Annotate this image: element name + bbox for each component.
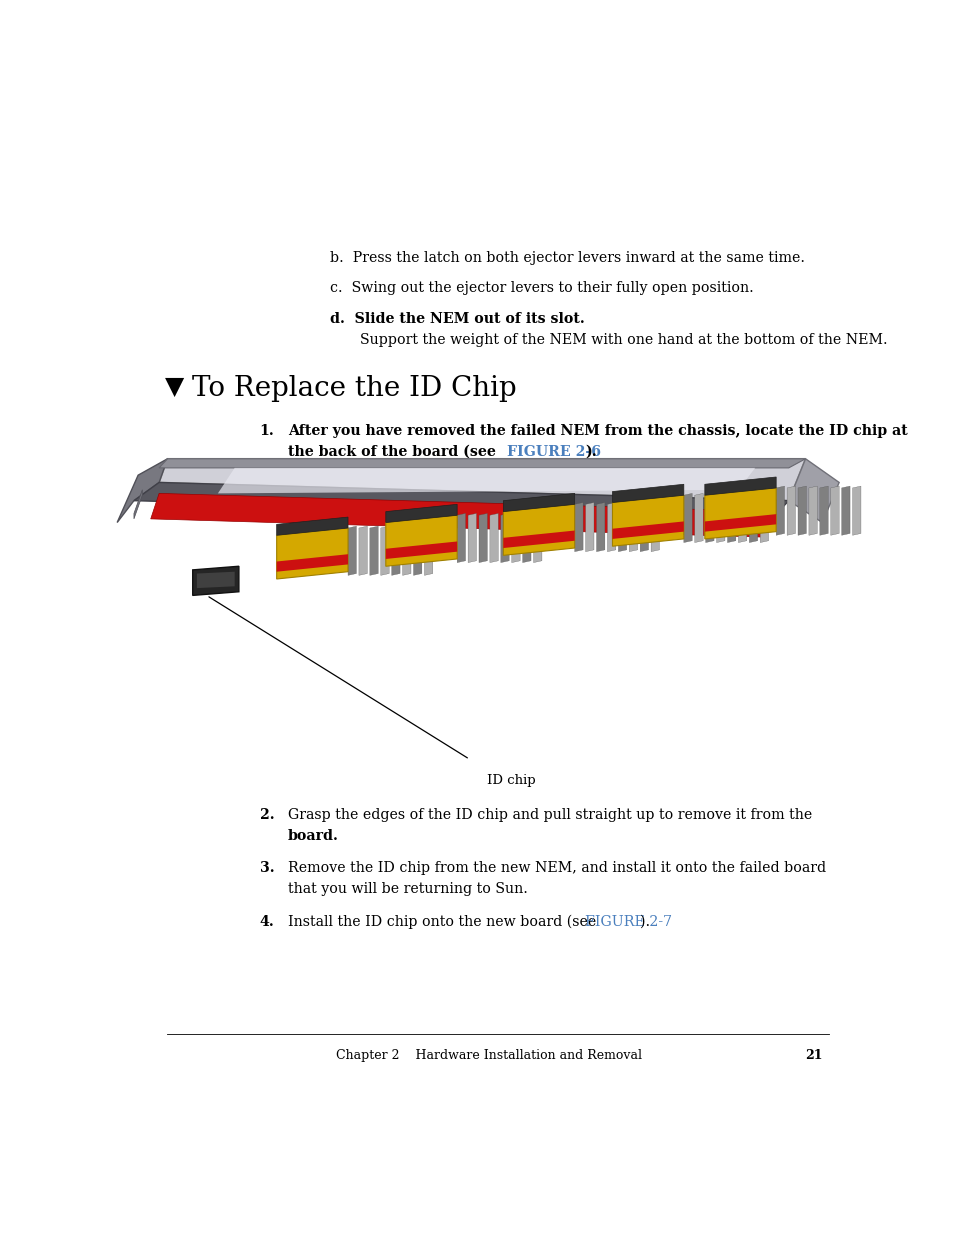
Polygon shape (196, 572, 234, 588)
Polygon shape (193, 566, 238, 595)
Polygon shape (786, 487, 795, 535)
Text: 1.: 1. (259, 424, 274, 438)
Polygon shape (704, 477, 776, 495)
Text: FIGURE 2-7: FIGURE 2-7 (584, 915, 671, 929)
Polygon shape (276, 555, 348, 572)
Polygon shape (819, 487, 827, 535)
Polygon shape (424, 526, 433, 576)
Polygon shape (217, 468, 755, 494)
Polygon shape (716, 494, 724, 542)
Polygon shape (522, 514, 531, 563)
Polygon shape (478, 514, 487, 563)
Text: 4.: 4. (259, 915, 274, 929)
Text: ).: ). (639, 915, 649, 929)
Polygon shape (694, 494, 702, 542)
Polygon shape (133, 483, 788, 519)
Polygon shape (629, 503, 637, 552)
Polygon shape (456, 514, 465, 563)
Polygon shape (348, 526, 356, 576)
Polygon shape (159, 458, 804, 468)
Polygon shape (413, 526, 421, 576)
Text: Location of ID Chip: Location of ID Chip (385, 487, 520, 500)
Text: c.  Swing out the ejector levers to their fully open position.: c. Swing out the ejector levers to their… (330, 282, 753, 295)
Text: Remove the ID chip from the new NEM, and install it onto the failed board: Remove the ID chip from the new NEM, and… (288, 862, 825, 876)
Text: Chapter 2    Hardware Installation and Removal: Chapter 2 Hardware Installation and Remo… (335, 1049, 641, 1062)
Polygon shape (500, 514, 509, 563)
Polygon shape (738, 494, 746, 542)
Polygon shape (159, 458, 804, 500)
Polygon shape (618, 503, 626, 552)
Polygon shape (385, 515, 456, 566)
Text: Support the weight of the NEM with one hand at the bottom of the NEM.: Support the weight of the NEM with one h… (359, 332, 886, 347)
Polygon shape (612, 495, 683, 546)
Polygon shape (511, 514, 519, 563)
Text: 21: 21 (804, 1049, 822, 1062)
Polygon shape (574, 503, 582, 552)
Polygon shape (704, 488, 776, 538)
Text: ).: ). (584, 445, 597, 459)
Polygon shape (503, 504, 574, 556)
Polygon shape (468, 514, 476, 563)
Polygon shape (358, 526, 367, 576)
Text: 3.: 3. (259, 862, 274, 876)
Text: FIGURE 2-6: FIGURE 2-6 (259, 487, 342, 500)
Polygon shape (276, 517, 348, 535)
Polygon shape (503, 531, 574, 548)
Polygon shape (704, 514, 776, 531)
Polygon shape (808, 487, 817, 535)
Text: Install the ID chip onto the new board (see: Install the ID chip onto the new board (… (288, 915, 600, 929)
Polygon shape (788, 458, 839, 522)
Text: b.  Press the latch on both ejector levers inward at the same time.: b. Press the latch on both ejector lever… (330, 251, 804, 264)
Polygon shape (760, 494, 768, 542)
Text: Grasp the edges of the ID chip and pull straight up to remove it from the: Grasp the edges of the ID chip and pull … (288, 808, 811, 823)
Polygon shape (392, 526, 399, 576)
Polygon shape (705, 494, 713, 542)
Polygon shape (852, 487, 860, 535)
Text: the back of the board (see: the back of the board (see (288, 445, 500, 459)
Polygon shape (151, 494, 771, 537)
Text: ID chip: ID chip (486, 774, 535, 787)
Polygon shape (490, 514, 497, 563)
Polygon shape (727, 494, 735, 542)
Polygon shape (133, 490, 142, 519)
Polygon shape (402, 526, 411, 576)
Polygon shape (607, 503, 616, 552)
Text: ▼: ▼ (165, 374, 184, 399)
Polygon shape (841, 487, 849, 535)
Polygon shape (639, 503, 648, 552)
Polygon shape (276, 529, 348, 579)
Polygon shape (585, 503, 594, 552)
Text: board.: board. (288, 829, 338, 844)
Polygon shape (380, 526, 389, 576)
Polygon shape (612, 484, 683, 503)
Polygon shape (596, 503, 604, 552)
Polygon shape (370, 526, 377, 576)
Polygon shape (385, 504, 456, 522)
Polygon shape (612, 521, 683, 538)
Polygon shape (797, 487, 805, 535)
Text: 2.: 2. (259, 808, 274, 823)
Polygon shape (650, 503, 659, 552)
Text: d.  Slide the NEM out of its slot.: d. Slide the NEM out of its slot. (330, 311, 584, 326)
Text: FIGURE 2-6: FIGURE 2-6 (507, 445, 600, 459)
Text: that you will be returning to Sun.: that you will be returning to Sun. (288, 882, 527, 897)
Polygon shape (533, 514, 541, 563)
Polygon shape (748, 494, 757, 542)
Polygon shape (385, 541, 456, 559)
Polygon shape (503, 494, 574, 511)
Polygon shape (830, 487, 839, 535)
Polygon shape (776, 487, 783, 535)
Polygon shape (117, 458, 168, 522)
Polygon shape (683, 494, 692, 542)
Text: After you have removed the failed NEM from the chassis, locate the ID chip at: After you have removed the failed NEM fr… (288, 424, 906, 438)
Text: To Replace the ID Chip: To Replace the ID Chip (192, 374, 516, 401)
